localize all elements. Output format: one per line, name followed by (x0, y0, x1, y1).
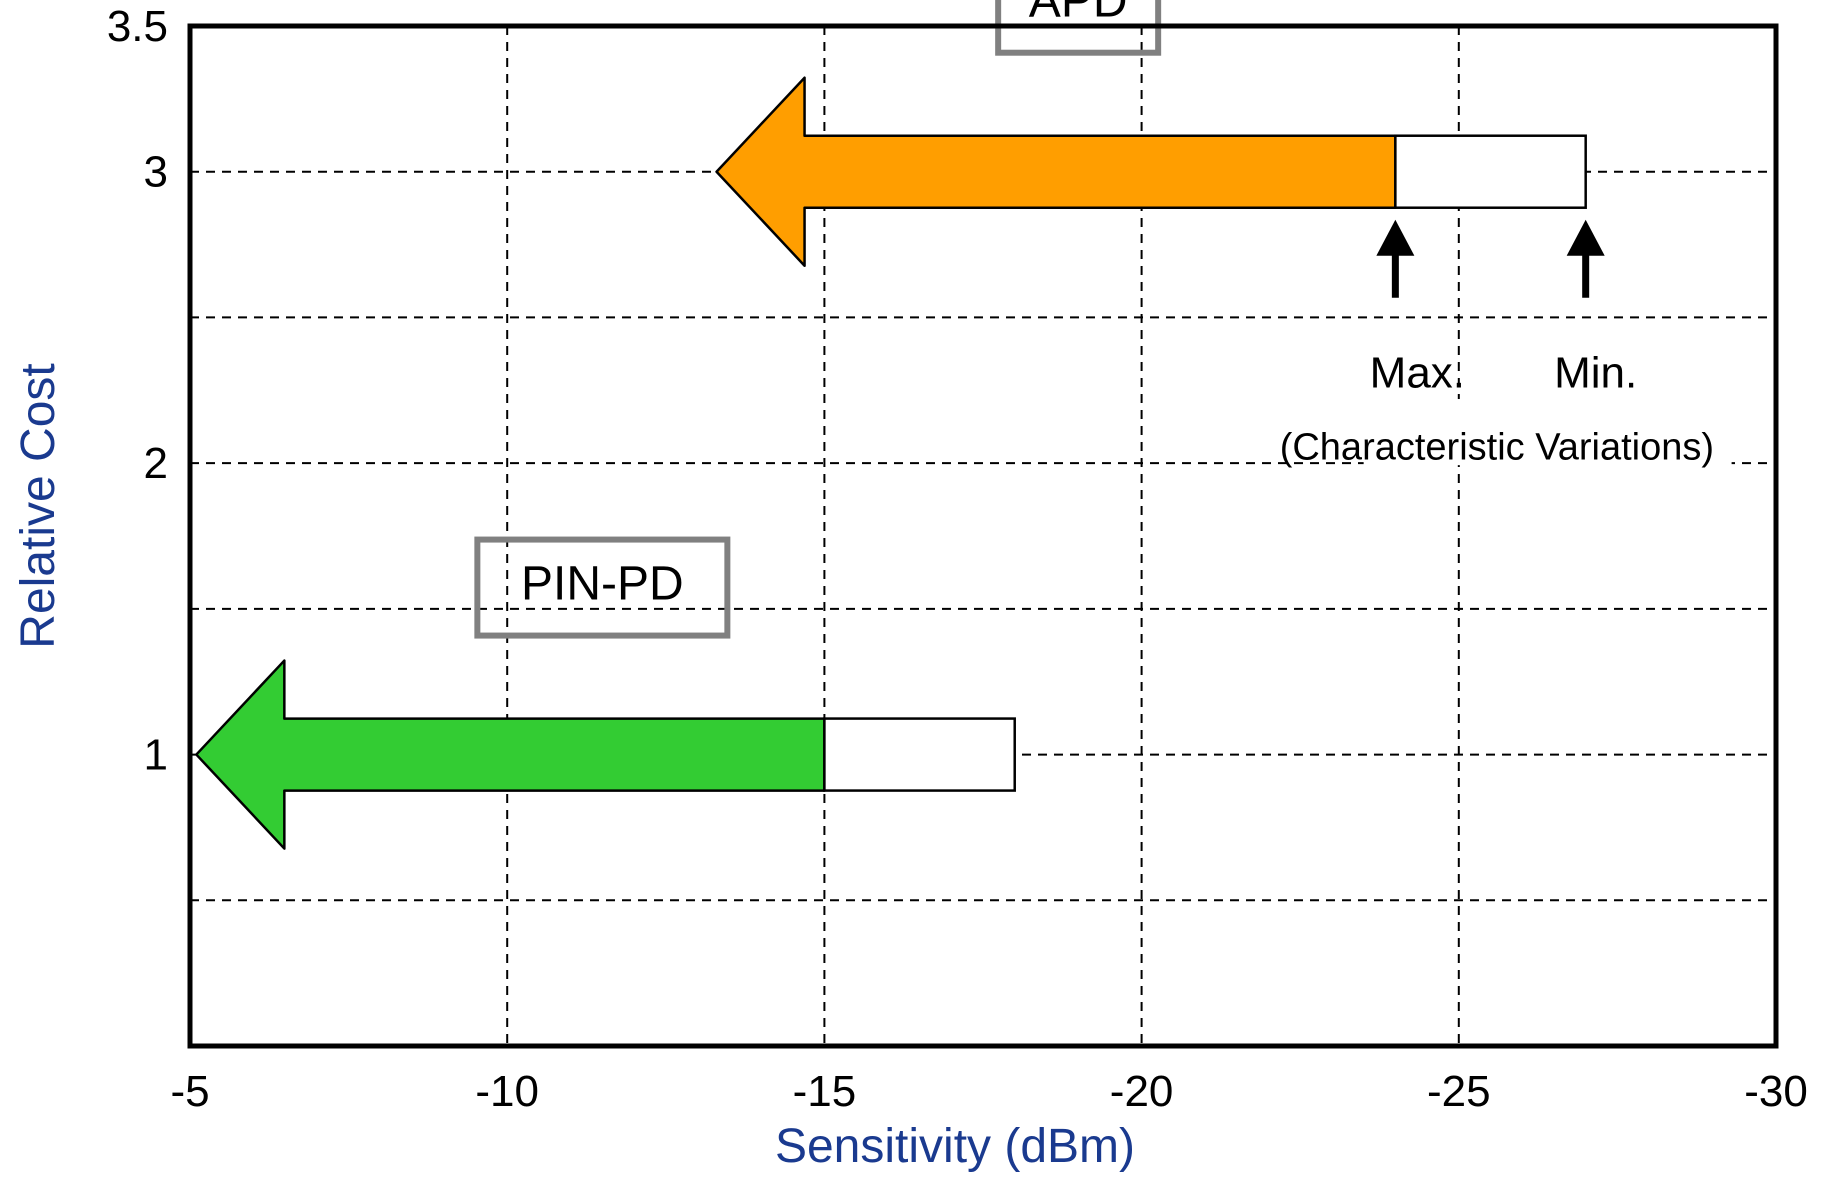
min-arrow-head (1566, 219, 1605, 256)
series-label-pin-pd: PIN-PD (521, 558, 684, 611)
x-tick-label: -20 (1110, 1067, 1174, 1116)
x-axis-title: Sensitivity (dBm) (775, 1120, 1135, 1173)
tick-labels: -5 -10 -15 -20 -25 -30 1 2 3 3.5 (107, 2, 1808, 1116)
bar-arrow-apd (715, 76, 1397, 267)
y-tick-label: 3.5 (107, 2, 168, 51)
plot-frame (187, 23, 1779, 1049)
variation-box-pin-pd (823, 717, 1016, 792)
y-axis-title: Relative Cost (12, 363, 65, 648)
annotations: Max. Min. (Characteristic Variations) (1280, 219, 1732, 469)
note-backdrop (1363, 399, 1732, 466)
bar-arrow-pin-pd (195, 659, 826, 850)
series-label-box-pin-pd (474, 536, 731, 639)
y-tick-label: 1 (144, 731, 168, 780)
bars: APD PIN-PD (195, 0, 1587, 850)
x-tick-label: -30 (1744, 1067, 1808, 1116)
x-tick-label: -10 (475, 1067, 539, 1116)
series-label-apd: APD (1029, 0, 1128, 28)
variation-note: (Characteristic Variations) (1280, 427, 1714, 469)
y-tick-label: 3 (144, 148, 168, 197)
series-label-box-apd (995, 0, 1162, 56)
min-label: Min. (1554, 349, 1637, 398)
x-tick-label: -5 (170, 1067, 209, 1116)
variation-box-apd (1394, 134, 1587, 209)
y-tick-label: 2 (144, 439, 168, 488)
x-tick-label: -25 (1427, 1067, 1491, 1116)
max-arrow-head (1376, 219, 1415, 256)
max-label: Max. (1370, 349, 1465, 398)
x-tick-label: -15 (793, 1067, 857, 1116)
